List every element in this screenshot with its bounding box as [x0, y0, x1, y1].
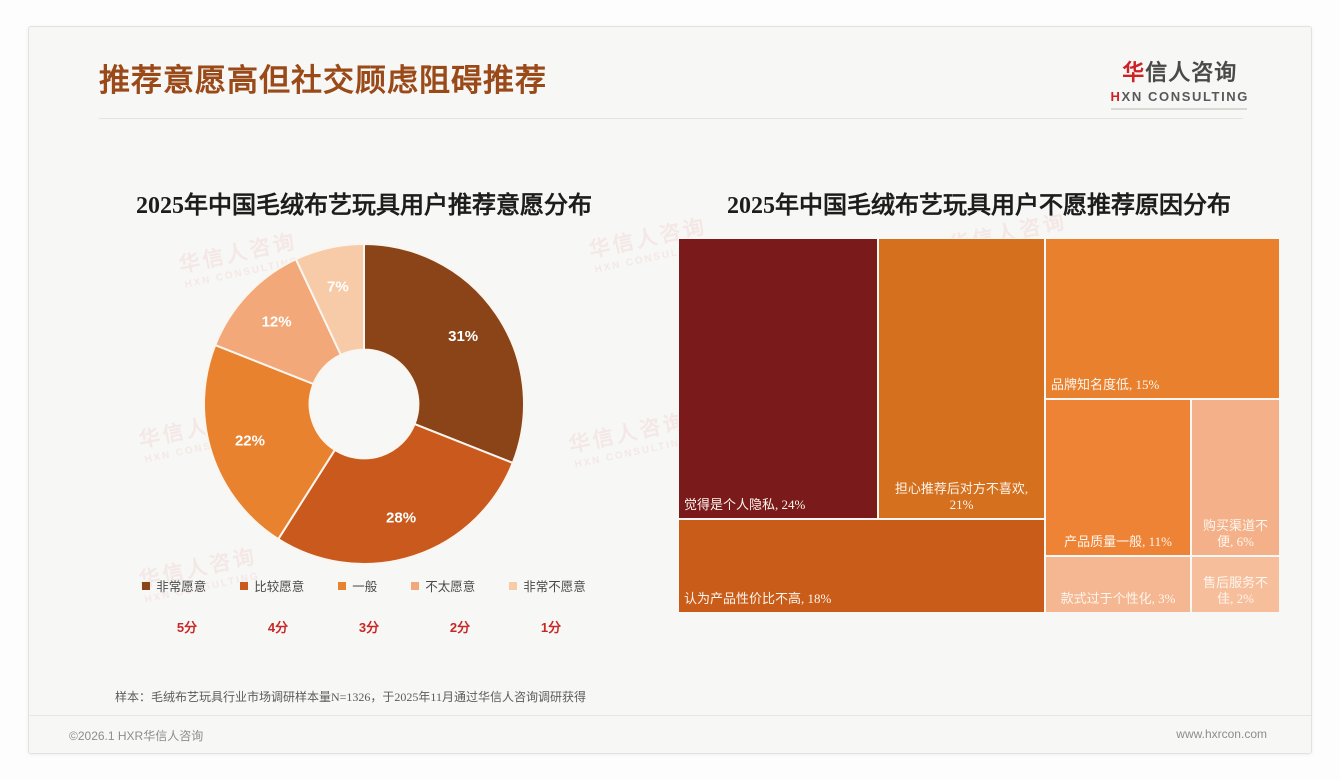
- treemap-cell-label: 认为产品性价比不高, 18%: [684, 590, 832, 606]
- donut-slice-label-4: 12%: [262, 313, 292, 330]
- brand-logo: 华信人咨询 HXN CONSULTING: [1110, 55, 1249, 110]
- donut-slice-label-5: 7%: [327, 279, 349, 296]
- legend-swatch-icon: [338, 581, 347, 590]
- donut-legend: 非常愿意 比较愿意 一般 不太愿意 非常不愿意: [69, 576, 659, 595]
- legend-label: 非常不愿意: [523, 580, 586, 594]
- source-note: 样本：毛绒布艺玩具行业市场调研样本量N=1326，于2025年11月通过华信人咨…: [115, 690, 586, 704]
- logo-underline: [1110, 108, 1247, 110]
- header-divider: [99, 118, 1243, 119]
- footer-website: www.hxrcon.com: [1176, 727, 1267, 741]
- treemap-cell-label: 购买渠道不便, 6%: [1202, 517, 1268, 549]
- page-title: 推荐意愿高但社交顾虑阻碍推荐: [99, 63, 547, 98]
- left-chart-panel: 2025年中国毛绒布艺玩具用户推荐意愿分布 31% 28% 22% 12% 7% 非常愿…: [69, 137, 659, 697]
- donut-slice-2[interactable]: [276, 422, 515, 565]
- legend-swatch-icon: [509, 581, 518, 590]
- logo-en-accent-char: H: [1110, 89, 1122, 104]
- treemap-cell-label: 售后服务不佳, 2%: [1202, 574, 1268, 606]
- treemap-cell-label: 款式过于个性化, 3%: [1060, 590, 1176, 606]
- treemap-chart: 觉得是个人隐私, 24% 担心推荐后对方不喜欢, 21% 认为产品性价比不高, 18…: [678, 238, 1280, 613]
- treemap-cell-4[interactable]: 品牌知名度低, 15%: [1045, 238, 1280, 399]
- treemap-cell-label: 品牌知名度低, 15%: [1051, 376, 1160, 392]
- treemap-cell-2[interactable]: 担心推荐后对方不喜欢, 21%: [878, 238, 1045, 519]
- treemap-cell-label: 产品质量一般, 11%: [1064, 533, 1172, 549]
- left-chart-title: 2025年中国毛绒布艺玩具用户推荐意愿分布: [136, 193, 592, 219]
- donut-slice-4[interactable]: [213, 257, 343, 386]
- treemap-cell-7[interactable]: 款式过于个性化, 3%: [1045, 556, 1191, 613]
- legend-label: 不太愿意: [425, 580, 476, 594]
- donut-chart-svg: 31% 28% 22% 12% 7%: [203, 242, 525, 565]
- score-label-5: 1分: [540, 620, 562, 635]
- treemap-cell-8[interactable]: 售后服务不佳, 2%: [1191, 556, 1280, 613]
- slide-canvas: 华信人咨询 HXN CONSULTING 华信人咨询 HXN CONSULTIN…: [28, 26, 1312, 754]
- logo-chinese-text: 华信人咨询: [1111, 55, 1249, 87]
- legend-swatch-icon: [240, 581, 249, 590]
- treemap-cell-5[interactable]: 产品质量一般, 11%: [1045, 399, 1191, 556]
- footer-copyright: ©2026.1 HXR华信人咨询: [69, 729, 204, 743]
- logo-accent-char: 华: [1122, 61, 1146, 86]
- legend-swatch-icon: [411, 581, 420, 590]
- legend-label: 比较愿意: [254, 580, 305, 594]
- legend-item-3[interactable]: 一般: [338, 576, 377, 595]
- donut-slice-label-2: 28%: [386, 510, 416, 527]
- score-label-4: 2分: [449, 620, 471, 635]
- legend-label: 一般: [352, 580, 378, 594]
- donut-slice-3[interactable]: [203, 343, 337, 541]
- logo-en-rest: XN CONSULTING: [1121, 89, 1249, 104]
- slide-header: 推荐意愿高但社交顾虑阻碍推荐 华信人咨询 HXN CONSULTING: [29, 27, 1311, 119]
- score-label-1: 5分: [176, 620, 198, 635]
- donut-slice-1[interactable]: [363, 242, 525, 465]
- legend-label: 非常愿意: [156, 580, 207, 594]
- donut-slice-label-1: 31%: [448, 328, 478, 345]
- logo-english-text: HXN CONSULTING: [1111, 89, 1249, 104]
- legend-item-4[interactable]: 不太愿意: [411, 576, 475, 595]
- right-chart-title: 2025年中国毛绒布艺玩具用户不愿推荐原因分布: [727, 193, 1231, 219]
- score-label-3: 3分: [358, 620, 380, 635]
- treemap-cell-label: 觉得是个人隐私, 24%: [684, 496, 806, 512]
- score-label-2: 4分: [267, 620, 289, 635]
- legend-item-2[interactable]: 比较愿意: [240, 576, 304, 595]
- right-chart-panel: 2025年中国毛绒布艺玩具用户不愿推荐原因分布 觉得是个人隐私, 24% 担心推荐…: [669, 137, 1289, 697]
- legend-item-1[interactable]: 非常愿意: [142, 576, 206, 595]
- treemap-cell-label: 担心推荐后对方不喜欢, 21%: [894, 480, 1029, 512]
- legend-swatch-icon: [142, 581, 151, 590]
- treemap-cell-3[interactable]: 认为产品性价比不高, 18%: [678, 519, 1045, 613]
- donut-chart: 31% 28% 22% 12% 7%: [69, 238, 659, 570]
- treemap-cell-6[interactable]: 购买渠道不便, 6%: [1191, 399, 1280, 556]
- logo-rest-chars: 信人咨询: [1145, 61, 1238, 86]
- slide-footer: ©2026.1 HXR华信人咨询 www.hxrcon.com: [29, 715, 1311, 753]
- legend-item-5[interactable]: 非常不愿意: [509, 576, 586, 595]
- treemap-cell-1[interactable]: 觉得是个人隐私, 24%: [678, 238, 878, 519]
- donut-slice-label-3: 22%: [235, 433, 265, 450]
- score-scale-row: 5分 4分 3分 2分 1分: [69, 617, 659, 636]
- donut-slice-5[interactable]: [294, 242, 365, 357]
